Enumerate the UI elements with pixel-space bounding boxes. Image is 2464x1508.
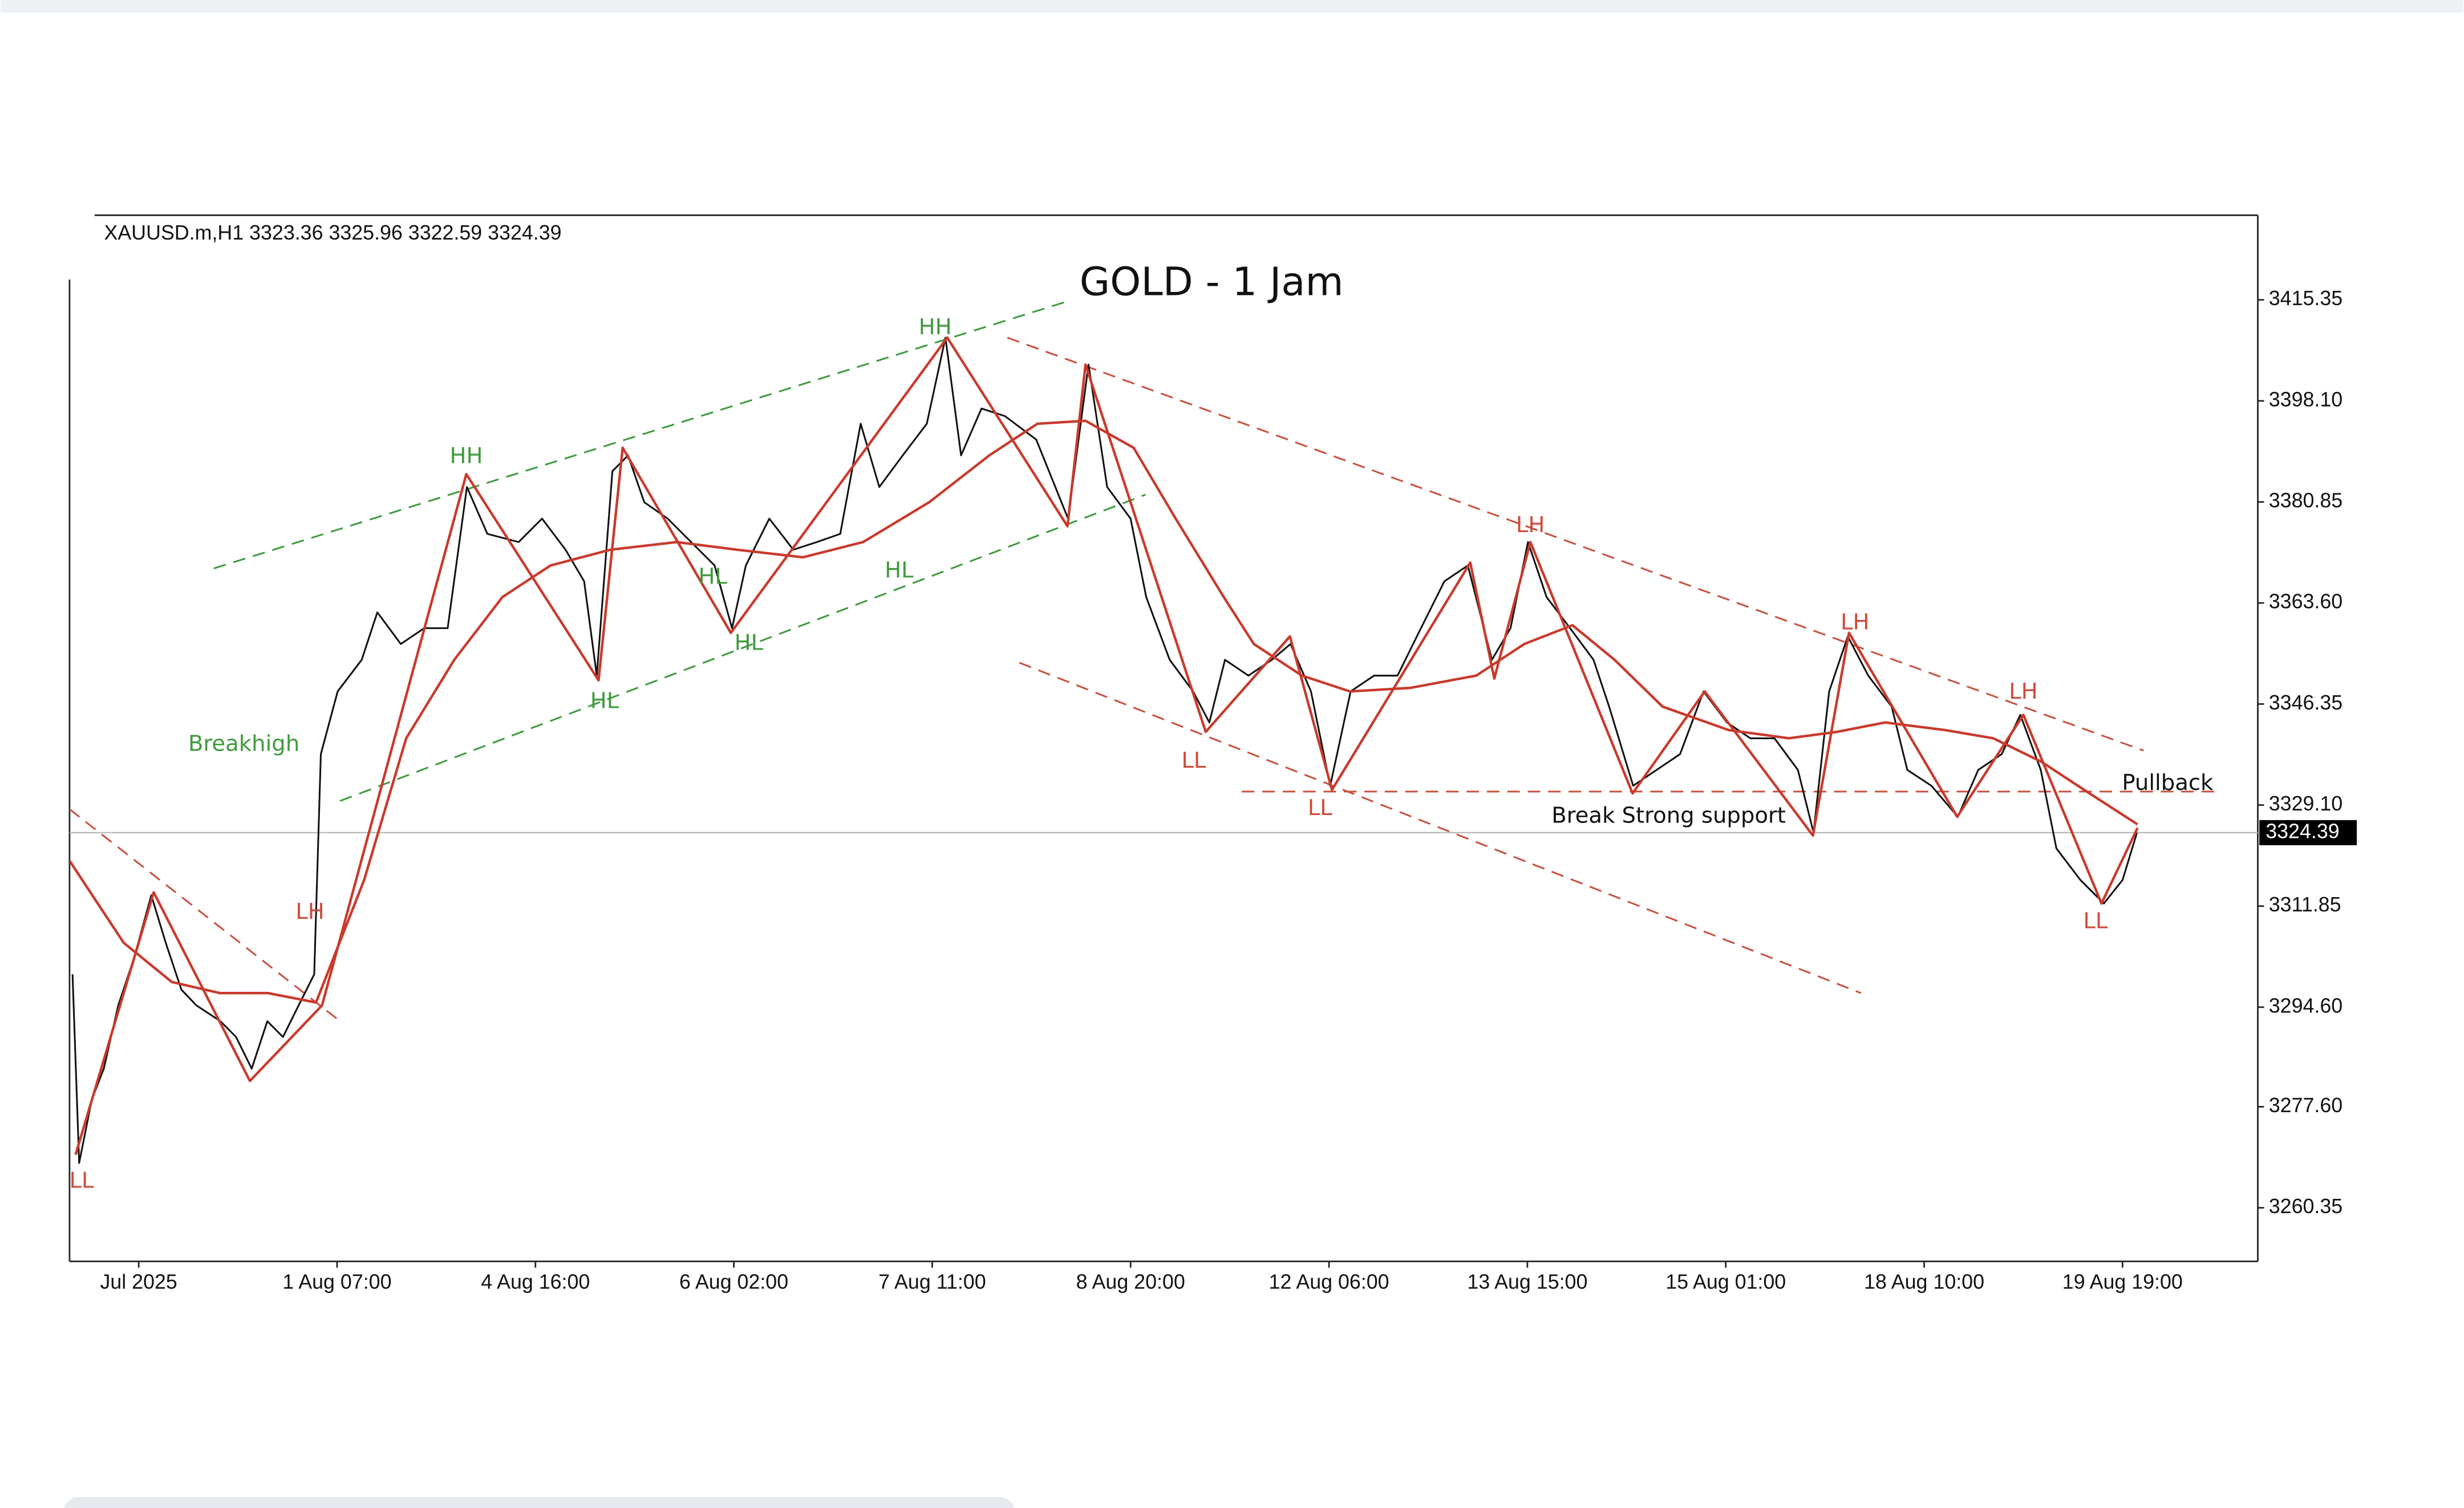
x-tick-label: 15 Aug 01:00 [1665, 1271, 1786, 1294]
y-tick-label: 3363.60 [2269, 590, 2343, 613]
x-tick-label: 18 Aug 10:00 [1864, 1271, 1984, 1294]
x-tick-label: Jul 2025 [100, 1271, 177, 1294]
annotation: HH [919, 314, 952, 340]
x-tick-label: 13 Aug 15:00 [1467, 1271, 1587, 1294]
indicator-line [74, 336, 2139, 1156]
y-tick-label: 3311.85 [2269, 893, 2341, 916]
trend-line [69, 808, 341, 1022]
overlay: 3415.35 3398.10 3380.85 3363.60 3346.35 3329.… [70, 287, 2357, 1294]
price-tag: 3324.39 [2266, 820, 2339, 842]
x-tick-label: 19 Aug 19:00 [2062, 1271, 2183, 1294]
x-tick-label: 7 Aug 11:00 [878, 1271, 986, 1294]
annotation: HL [698, 564, 727, 590]
annotation: LH [295, 899, 324, 925]
chart-title: GOLD - 1 Jam [1080, 260, 1344, 305]
annotation: LH [1841, 610, 1869, 635]
annotation: Pullback [2122, 770, 2214, 796]
annotation: LL [1308, 795, 1332, 821]
annotation: HL [885, 557, 914, 583]
bottom-bar [64, 1497, 1015, 1508]
y-tick-label: 3398.10 [2269, 388, 2343, 411]
chart-header: XAUUSD.m,H1 3323.36 3325.96 3322.59 3324… [104, 221, 562, 244]
y-tick-label: 3277.60 [2269, 1094, 2343, 1117]
x-tick-label: 6 Aug 02:00 [679, 1271, 788, 1294]
annotation: Break Strong support [1551, 803, 1786, 829]
price-tag-box [2259, 820, 2357, 845]
y-tick-label: 3380.85 [2269, 489, 2343, 512]
annotation: LL [70, 1168, 94, 1193]
top-bar [0, 0, 2464, 13]
annotation: LL [2083, 908, 2108, 934]
annotation: LH [1516, 512, 1545, 538]
y-tick-label: 3329.10 [2269, 792, 2343, 815]
trend-line [339, 493, 1146, 802]
trend-line [213, 300, 1068, 570]
trend-line [1019, 662, 1862, 994]
x-tick-label: 4 Aug 16:00 [481, 1271, 590, 1294]
price-line [71, 337, 2138, 1164]
y-tick-label: 3260.35 [2269, 1195, 2343, 1218]
annotation: HH [450, 443, 483, 469]
annotation: HL [590, 688, 619, 714]
y-tick-label: 3346.35 [2269, 691, 2343, 714]
y-tick-label: 3415.35 [2269, 287, 2343, 310]
x-tick-label: 12 Aug 06:00 [1269, 1271, 1389, 1294]
indicator-line [69, 419, 2138, 1004]
plot-area [69, 300, 2258, 1164]
x-tick-label: 1 Aug 07:00 [282, 1271, 391, 1294]
annotation: Breakhigh [188, 731, 299, 756]
x-tick-label: 8 Aug 20:00 [1076, 1271, 1185, 1294]
annotation: LL [1181, 748, 1206, 773]
annotation: LH [2009, 679, 2037, 704]
annotation: HL [735, 630, 764, 656]
trend-line [1007, 337, 2144, 752]
y-tick-label: 3294.60 [2269, 994, 2343, 1017]
